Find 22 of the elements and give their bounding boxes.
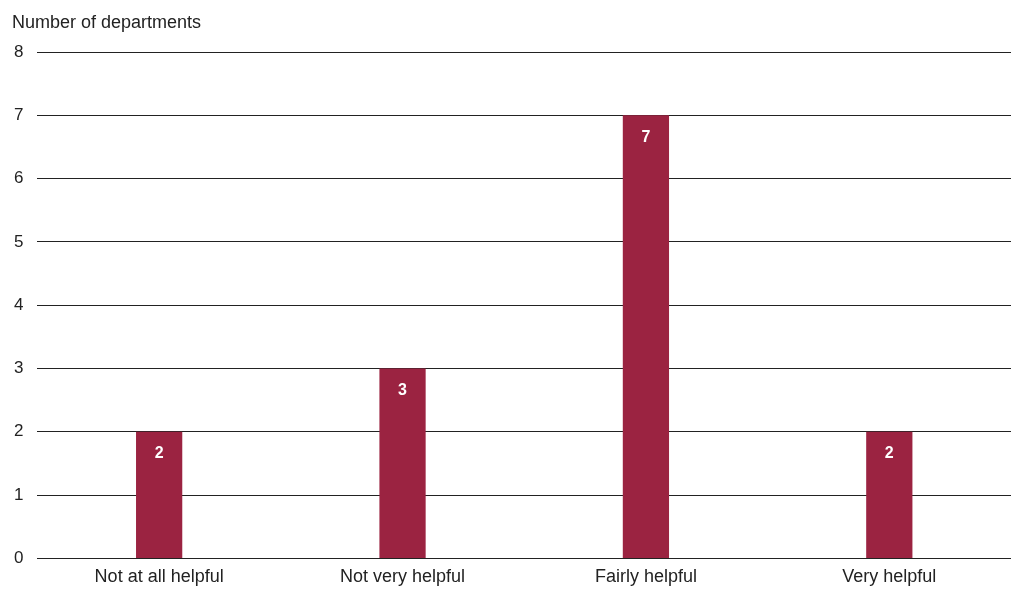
x-tick-label: Not at all helpful: [94, 566, 224, 587]
y-tick-label: 2: [13, 421, 24, 441]
y-tick-label: 3: [13, 358, 24, 378]
y-tick-label: 8: [13, 41, 24, 61]
y-tick-label: 7: [13, 104, 24, 124]
y-tick-label: 1: [13, 484, 24, 504]
bar: [136, 431, 183, 558]
data-label: 3: [398, 380, 408, 398]
data-label: 7: [641, 127, 651, 145]
bar: [379, 368, 426, 558]
y-tick-label: 0: [13, 548, 24, 568]
y-tick-label: 4: [13, 294, 24, 314]
x-tick-label: Very helpful: [842, 566, 937, 587]
y-tick-label: 6: [13, 168, 24, 188]
bar: [622, 115, 670, 558]
bar: [866, 431, 913, 558]
data-label: 2: [884, 444, 894, 462]
x-tick-label: Fairly helpful: [594, 566, 697, 587]
x-tick-label: Not very helpful: [340, 566, 466, 587]
y-axis-title: Number of departments: [12, 12, 202, 33]
data-label: 2: [154, 444, 164, 462]
y-tick-label: 5: [13, 231, 24, 251]
